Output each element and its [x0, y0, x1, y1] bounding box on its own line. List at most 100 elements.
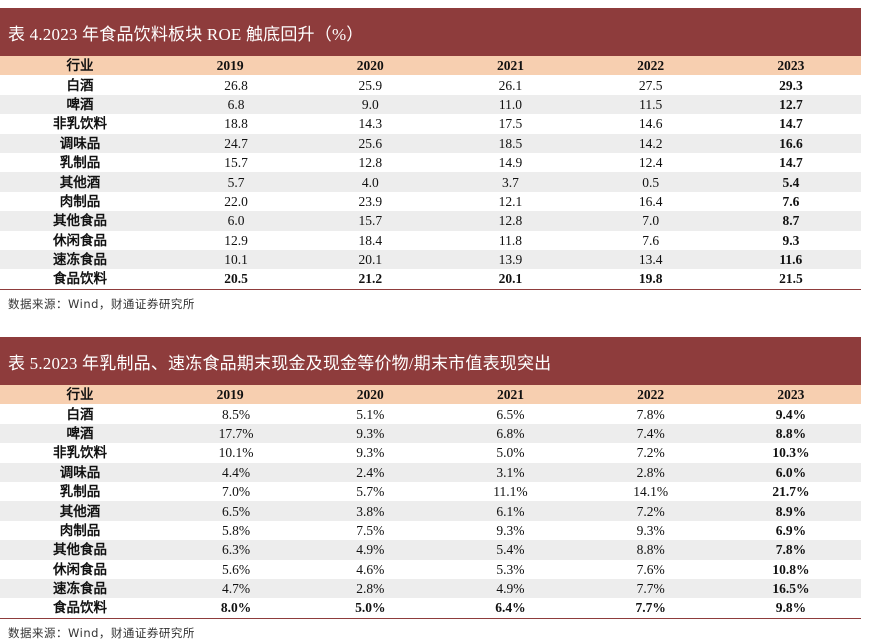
column-header: 2022 [580, 385, 721, 405]
value-cell: 6.0 [160, 211, 301, 231]
table-title: 表 4.2023 年食品饮料板块 ROE 触底回升（%） [0, 8, 861, 56]
value-cell: 7.7% [580, 578, 721, 599]
value-cell: 24.7 [160, 133, 301, 153]
value-cell: 18.5 [440, 133, 581, 153]
value-cell: 12.9 [160, 230, 301, 250]
industry-cell: 其他食品 [0, 540, 160, 560]
value-cell: 6.4% [440, 598, 581, 619]
industry-cell: 肉制品 [0, 520, 160, 541]
industry-cell: 速冻食品 [0, 249, 160, 270]
value-cell: 8.0% [160, 598, 301, 619]
value-cell: 21.2 [300, 269, 441, 290]
value-cell: 8.7 [720, 211, 861, 231]
industry-cell: 乳制品 [0, 481, 160, 502]
value-cell: 22.0 [160, 191, 301, 212]
table-row: 食品饮料 8.0% 5.0% 6.4% 7.7% 9.8% [0, 598, 861, 619]
source-note: 数据来源：Wind，财通证券研究所 [8, 296, 195, 311]
value-cell: 12.1 [440, 191, 581, 212]
value-cell: 5.8% [160, 520, 301, 541]
value-cell: 8.8% [580, 540, 721, 560]
value-cell: 3.7 [440, 172, 581, 192]
value-cell: 4.0 [300, 172, 441, 192]
industry-cell: 白酒 [0, 404, 160, 424]
column-header: 行业 [0, 56, 160, 76]
value-cell: 16.6 [720, 133, 861, 153]
value-cell: 20.1 [440, 269, 581, 290]
industry-cell: 休闲食品 [0, 230, 160, 250]
value-cell: 9.3% [300, 443, 441, 463]
value-cell: 6.5% [440, 404, 581, 424]
value-cell: 4.9% [300, 540, 441, 560]
table-row: 其他食品 6.0 15.7 12.8 7.0 8.7 [0, 211, 861, 231]
value-cell: 17.5 [440, 114, 581, 134]
value-cell: 16.5% [720, 578, 861, 599]
value-cell: 6.8% [440, 423, 581, 444]
value-cell: 14.1% [580, 481, 721, 502]
industry-cell: 食品饮料 [0, 269, 160, 290]
value-cell: 8.9% [720, 501, 861, 521]
table-row: 休闲食品 5.6% 4.6% 5.3% 7.6% 10.8% [0, 559, 861, 579]
value-cell: 11.8 [440, 230, 581, 250]
column-header: 2019 [160, 56, 301, 76]
value-cell: 20.5 [160, 269, 301, 290]
value-cell: 7.0% [160, 481, 301, 502]
value-cell: 6.9% [720, 520, 861, 541]
value-cell: 7.6 [580, 230, 721, 250]
table-row: 其他酒 5.7 4.0 3.7 0.5 5.4 [0, 172, 861, 192]
industry-cell: 速冻食品 [0, 578, 160, 599]
value-cell: 10.3% [720, 443, 861, 463]
value-cell: 9.3 [720, 230, 861, 250]
table-row: 乳制品 7.0% 5.7% 11.1% 14.1% 21.7% [0, 481, 861, 502]
table-row: 调味品 24.7 25.6 18.5 14.2 16.6 [0, 133, 861, 153]
roe-table-section: 表 4.2023 年食品饮料板块 ROE 触底回升（%） 行业 2019 202… [0, 8, 861, 312]
industry-cell: 休闲食品 [0, 559, 160, 579]
table-row: 休闲食品 12.9 18.4 11.8 7.6 9.3 [0, 230, 861, 250]
table-row: 白酒 8.5% 5.1% 6.5% 7.8% 9.4% [0, 404, 861, 424]
value-cell: 14.7 [720, 152, 861, 173]
value-cell: 7.5% [300, 520, 441, 541]
value-cell: 17.7% [160, 423, 301, 444]
value-cell: 3.1% [440, 462, 581, 482]
value-cell: 5.4% [440, 540, 581, 560]
table-header-row: 行业 2019 2020 2021 2022 2023 [0, 385, 861, 405]
value-cell: 7.7% [580, 598, 721, 619]
value-cell: 4.9% [440, 578, 581, 599]
value-cell: 26.1 [440, 75, 581, 95]
table-row: 乳制品 15.7 12.8 14.9 12.4 14.7 [0, 152, 861, 173]
value-cell: 6.3% [160, 540, 301, 560]
value-cell: 7.6% [580, 559, 721, 579]
value-cell: 12.8 [440, 211, 581, 231]
value-cell: 2.4% [300, 462, 441, 482]
table-row: 其他食品 6.3% 4.9% 5.4% 8.8% 7.8% [0, 540, 861, 560]
value-cell: 10.8% [720, 559, 861, 579]
table-row: 速冻食品 10.1 20.1 13.9 13.4 11.6 [0, 249, 861, 270]
table-row: 啤酒 17.7% 9.3% 6.8% 7.4% 8.8% [0, 423, 861, 444]
industry-cell: 非乳饮料 [0, 443, 160, 463]
value-cell: 12.4 [580, 152, 721, 173]
column-header: 2021 [440, 385, 581, 405]
value-cell: 5.1% [300, 404, 441, 424]
value-cell: 7.2% [580, 443, 721, 463]
table-row: 食品饮料 20.5 21.2 20.1 19.8 21.5 [0, 269, 861, 290]
value-cell: 4.4% [160, 462, 301, 482]
value-cell: 7.2% [580, 501, 721, 521]
column-header: 2023 [720, 385, 861, 405]
value-cell: 25.6 [300, 133, 441, 153]
industry-cell: 肉制品 [0, 191, 160, 212]
value-cell: 15.7 [160, 152, 301, 173]
value-cell: 20.1 [300, 249, 441, 270]
value-cell: 6.8 [160, 94, 301, 115]
industry-cell: 乳制品 [0, 152, 160, 173]
value-cell: 2.8% [300, 578, 441, 599]
industry-cell: 啤酒 [0, 94, 160, 115]
column-header: 2021 [440, 56, 581, 76]
value-cell: 4.6% [300, 559, 441, 579]
table-row: 白酒 26.8 25.9 26.1 27.5 29.3 [0, 75, 861, 95]
value-cell: 14.7 [720, 114, 861, 134]
value-cell: 5.0% [440, 443, 581, 463]
industry-cell: 其他酒 [0, 501, 160, 521]
value-cell: 3.8% [300, 501, 441, 521]
value-cell: 11.0 [440, 94, 581, 115]
value-cell: 8.5% [160, 404, 301, 424]
value-cell: 14.2 [580, 133, 721, 153]
